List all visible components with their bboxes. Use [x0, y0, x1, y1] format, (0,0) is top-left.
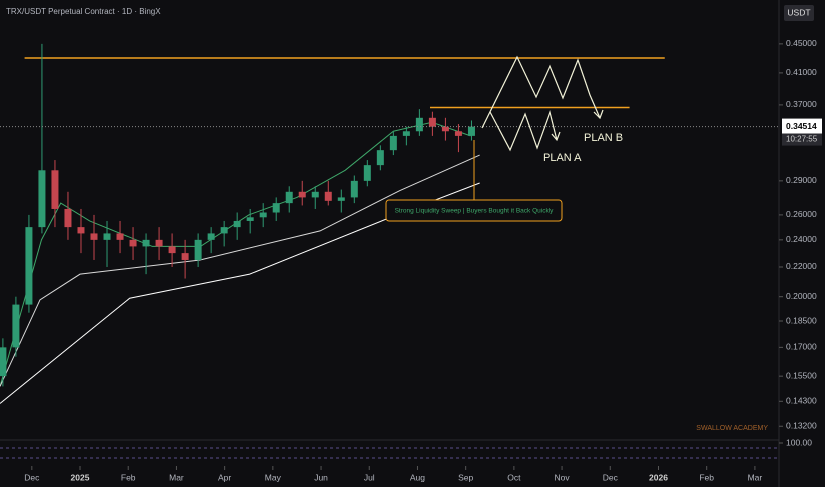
x-tick-label: Mar [748, 472, 763, 482]
last-price-box [782, 118, 822, 134]
y-tick-label: 0.14300 [786, 396, 817, 406]
candle-body [337, 197, 345, 201]
y-tick-label: 0.37000 [786, 99, 817, 109]
candle-body [181, 253, 189, 260]
indicator-tick-label: 100.00 [786, 437, 812, 447]
candle-body [259, 212, 267, 218]
plan-b-arrow [593, 109, 604, 120]
sweep-box [385, 199, 563, 222]
x-tick-label: Feb [699, 472, 714, 482]
y-tick-label: 0.26000 [786, 209, 817, 219]
candle-body [402, 131, 410, 136]
y-tick-label: 0.13200 [786, 420, 817, 430]
candle-body [441, 126, 449, 132]
moving-average [0, 154, 480, 387]
candle-body [324, 191, 332, 201]
candle-body [220, 227, 228, 234]
candle-body [25, 227, 33, 305]
x-tick-label: Feb [121, 472, 136, 482]
sweep-label: Strong Liquidity Sweep | Buyers Bought i… [395, 208, 555, 215]
last-price-label: 0.34514 [786, 121, 817, 131]
plan-a-arrow [551, 131, 561, 142]
candle-body [168, 246, 176, 254]
candle-body [428, 117, 436, 127]
countdown-label: 10:27:55 [786, 135, 818, 144]
candle-body [363, 165, 371, 181]
candle-body [454, 131, 462, 136]
candle-body [116, 233, 124, 240]
candle-body [389, 135, 397, 151]
y-tick-label: 0.29000 [786, 175, 817, 185]
x-tick-label: 2026 [649, 472, 668, 482]
candle-body [103, 233, 111, 240]
candle-body [207, 233, 215, 240]
plot [0, 43, 779, 404]
y-tick-label: 0.15500 [786, 370, 817, 380]
countdown-box [782, 133, 822, 146]
y-tick-label: 0.20000 [786, 291, 817, 301]
x-tick-label: Dec [603, 472, 619, 482]
candle-body [285, 191, 293, 204]
candle-body [142, 239, 150, 247]
candle-body [467, 126, 475, 136]
x-tick-label: Jul [364, 472, 375, 482]
x-tick-label: Aug [410, 472, 425, 482]
candle-body [38, 170, 46, 228]
y-tick-label: 0.22000 [786, 261, 817, 271]
candle-body [51, 170, 59, 209]
candle-body [0, 347, 7, 377]
currency: USDT [787, 7, 810, 17]
x-tick-label: Dec [24, 472, 40, 482]
y-tick-label: 0.45000 [786, 38, 817, 48]
currency-box [784, 5, 814, 21]
x-tick-label: Apr [218, 472, 231, 482]
plan-b-label: PLAN B [584, 132, 623, 144]
plan-drawings [481, 55, 604, 152]
plan-a-label: PLAN A [543, 152, 582, 164]
x-tick-label: Nov [555, 472, 571, 482]
candle-body [350, 180, 358, 198]
candle-body [64, 208, 72, 228]
plan-b-path [481, 55, 601, 129]
candle-body [272, 203, 280, 213]
x-tick-label: Oct [507, 472, 521, 482]
x-tick-label: Jun [314, 472, 328, 482]
x-tick-label: May [265, 472, 282, 482]
candle-body [129, 239, 137, 247]
y-tick-label: 0.17000 [786, 342, 817, 352]
candle-body [415, 117, 423, 132]
y-tick-label: 0.18500 [786, 315, 817, 325]
plan-a-path [489, 109, 558, 152]
candle-body [77, 227, 85, 234]
y-tick-label: 0.41000 [786, 67, 817, 77]
x-tick-label: Sep [458, 472, 473, 482]
chart-title: TRX/USDT Perpetual Contract · 1D · BingX [6, 7, 161, 16]
candle-body [246, 217, 254, 221]
candle-body [298, 191, 306, 198]
candle-body [194, 239, 202, 260]
watermark: SWALLOW ACADEMY [696, 425, 768, 432]
x-tick-label: Mar [169, 472, 184, 482]
candle-body [12, 304, 20, 348]
candle-body [155, 239, 163, 247]
x-tick-label: 2025 [71, 472, 90, 482]
candle-body [311, 191, 319, 198]
candle-body [90, 233, 98, 240]
candle-body [233, 220, 241, 228]
y-tick-label: 0.24000 [786, 234, 817, 244]
candle-body [376, 150, 384, 166]
